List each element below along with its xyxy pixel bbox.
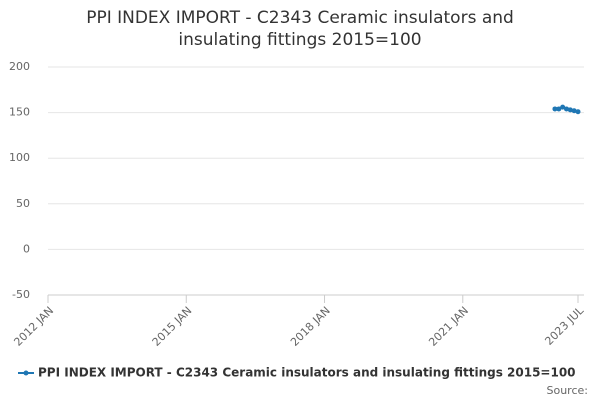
point <box>575 109 581 115</box>
point <box>552 106 558 112</box>
source: Source: <box>547 384 589 397</box>
x-tick-label: 2012 JAN <box>11 304 56 349</box>
point <box>567 107 573 113</box>
y-tick-label: 100 <box>9 151 30 164</box>
x-tick-label: 2021 JAN <box>426 304 471 349</box>
legend-swatch <box>23 370 29 376</box>
point <box>560 104 566 110</box>
legend-label: PPI INDEX IMPORT - C2343 Ceramic insulat… <box>38 366 576 380</box>
y-tick-label: 0 <box>23 242 30 255</box>
chart-title: PPI INDEX IMPORT - C2343 Ceramic insulat… <box>86 8 514 28</box>
point <box>563 106 569 112</box>
chart-title: insulating fittings 2015=100 <box>178 30 421 50</box>
y-tick-label: 150 <box>9 106 30 119</box>
x-tick-label: 2023 JUL <box>542 303 586 347</box>
point <box>571 108 577 114</box>
y-tick-label: 50 <box>16 197 30 210</box>
y-tick-label: -50 <box>12 288 30 301</box>
y-tick-label: 200 <box>9 60 30 73</box>
x-tick-label: 2018 JAN <box>288 304 333 349</box>
x-tick-label: 2015 JAN <box>150 304 195 349</box>
point <box>556 106 562 112</box>
